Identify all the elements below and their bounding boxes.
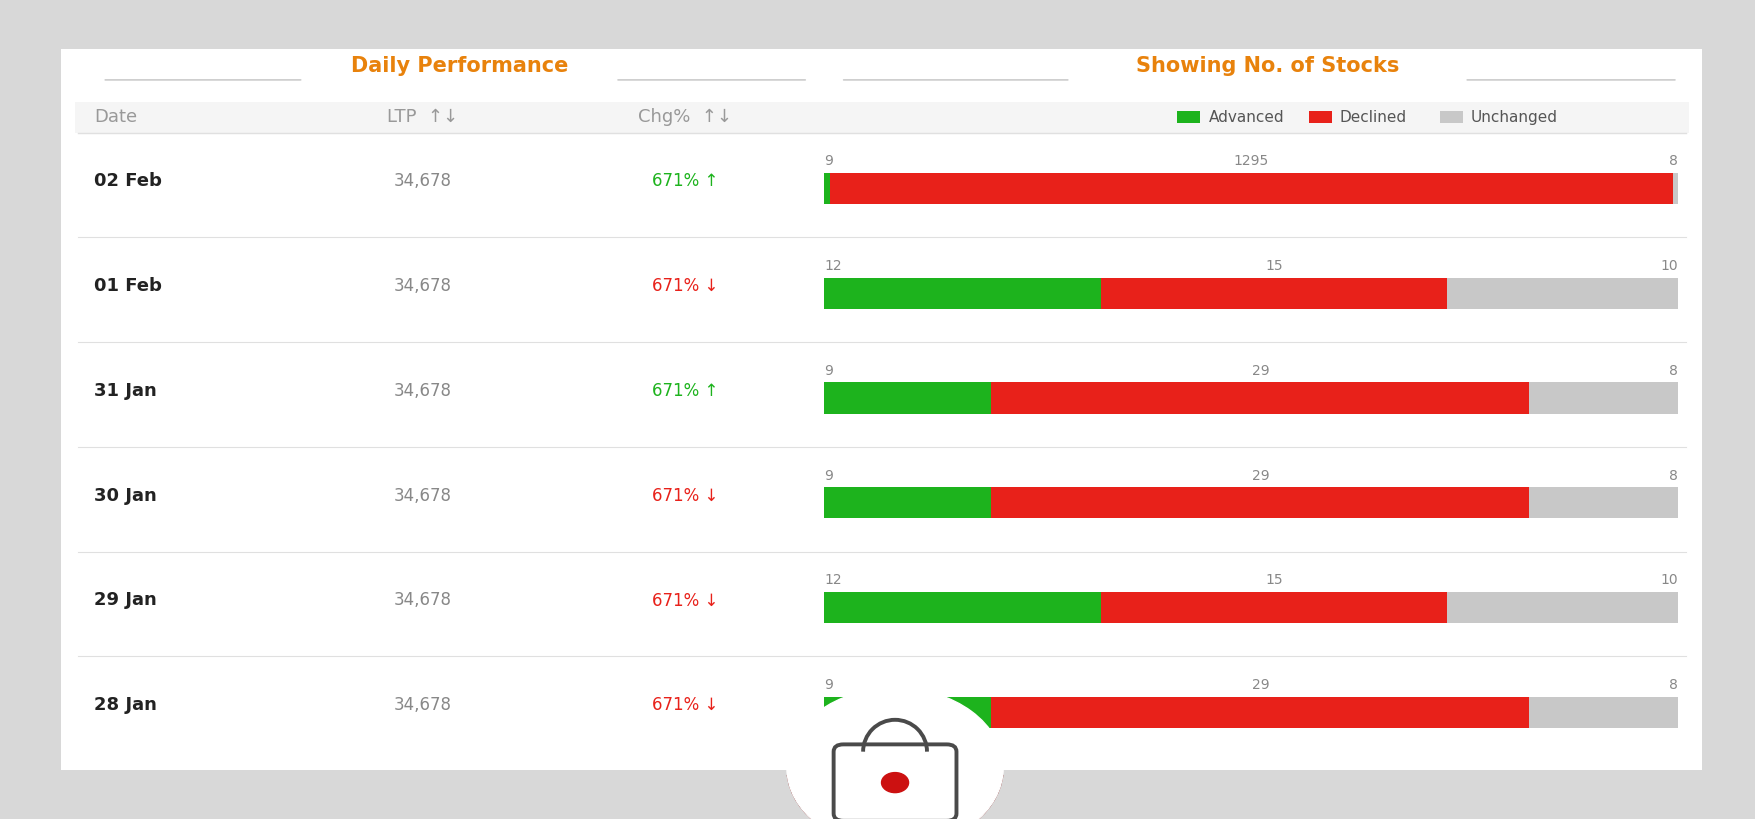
Text: 671% ↑: 671% ↑ <box>651 382 718 400</box>
FancyBboxPatch shape <box>1448 278 1678 309</box>
FancyBboxPatch shape <box>1100 592 1448 623</box>
Text: 671% ↑: 671% ↑ <box>651 173 718 191</box>
Circle shape <box>881 772 909 793</box>
Text: 29: 29 <box>1251 468 1269 482</box>
FancyBboxPatch shape <box>1529 487 1678 518</box>
Text: 34,678: 34,678 <box>393 277 451 295</box>
FancyBboxPatch shape <box>1673 173 1678 204</box>
Text: 34,678: 34,678 <box>393 486 451 505</box>
Text: 10: 10 <box>1660 259 1678 274</box>
FancyBboxPatch shape <box>825 592 1100 623</box>
Text: 671% ↓: 671% ↓ <box>651 696 718 714</box>
Text: 671% ↓: 671% ↓ <box>651 591 718 609</box>
Text: Unchanged: Unchanged <box>1471 110 1558 124</box>
FancyBboxPatch shape <box>1529 382 1678 414</box>
Text: 29 Jan: 29 Jan <box>95 591 156 609</box>
FancyBboxPatch shape <box>825 382 992 414</box>
Wedge shape <box>788 768 1002 819</box>
Text: 34,678: 34,678 <box>393 591 451 609</box>
FancyBboxPatch shape <box>830 173 1673 204</box>
FancyBboxPatch shape <box>1309 111 1332 124</box>
Text: 9: 9 <box>825 155 834 169</box>
Text: 12: 12 <box>825 259 842 274</box>
Text: 8: 8 <box>1669 364 1678 378</box>
FancyBboxPatch shape <box>1439 111 1462 124</box>
Text: 02 Feb: 02 Feb <box>95 173 161 191</box>
Text: 29: 29 <box>1251 364 1269 378</box>
Text: 10: 10 <box>1660 573 1678 587</box>
Text: 8: 8 <box>1669 678 1678 692</box>
FancyBboxPatch shape <box>74 102 1690 133</box>
Text: 29: 29 <box>1251 678 1269 692</box>
FancyBboxPatch shape <box>825 278 1100 309</box>
Text: Showing No. of Stocks: Showing No. of Stocks <box>1135 56 1399 75</box>
Text: 9: 9 <box>825 364 834 378</box>
Text: Chg%  ↑↓: Chg% ↑↓ <box>637 108 732 126</box>
Text: 12: 12 <box>825 573 842 587</box>
Text: 1295: 1295 <box>1234 155 1269 169</box>
Text: 671% ↓: 671% ↓ <box>651 277 718 295</box>
Text: Advanced: Advanced <box>1209 110 1285 124</box>
Text: 9: 9 <box>825 678 834 692</box>
FancyBboxPatch shape <box>825 173 830 204</box>
FancyBboxPatch shape <box>992 696 1529 728</box>
Text: Date: Date <box>95 108 137 126</box>
Text: 8: 8 <box>1669 155 1678 169</box>
Text: 01 Feb: 01 Feb <box>95 277 161 295</box>
FancyBboxPatch shape <box>49 42 1715 777</box>
Text: 15: 15 <box>1265 259 1283 274</box>
Text: Daily Performance: Daily Performance <box>351 56 569 75</box>
FancyBboxPatch shape <box>1178 111 1200 124</box>
FancyBboxPatch shape <box>992 382 1529 414</box>
Text: 31 Jan: 31 Jan <box>95 382 156 400</box>
FancyBboxPatch shape <box>992 487 1529 518</box>
Text: LTP  ↑↓: LTP ↑↓ <box>386 108 458 126</box>
Text: 34,678: 34,678 <box>393 173 451 191</box>
Circle shape <box>786 688 1004 819</box>
FancyBboxPatch shape <box>825 696 992 728</box>
FancyBboxPatch shape <box>1448 592 1678 623</box>
FancyBboxPatch shape <box>1100 278 1448 309</box>
Text: 9: 9 <box>825 468 834 482</box>
FancyBboxPatch shape <box>834 744 956 819</box>
Text: 28 Jan: 28 Jan <box>95 696 158 714</box>
Text: 30 Jan: 30 Jan <box>95 486 156 505</box>
Circle shape <box>793 693 997 819</box>
FancyBboxPatch shape <box>1529 696 1678 728</box>
Text: 8: 8 <box>1669 468 1678 482</box>
Text: 15: 15 <box>1265 573 1283 587</box>
FancyBboxPatch shape <box>825 487 992 518</box>
Text: 34,678: 34,678 <box>393 696 451 714</box>
Text: Declined: Declined <box>1339 110 1408 124</box>
Text: 34,678: 34,678 <box>393 382 451 400</box>
Text: 671% ↓: 671% ↓ <box>651 486 718 505</box>
